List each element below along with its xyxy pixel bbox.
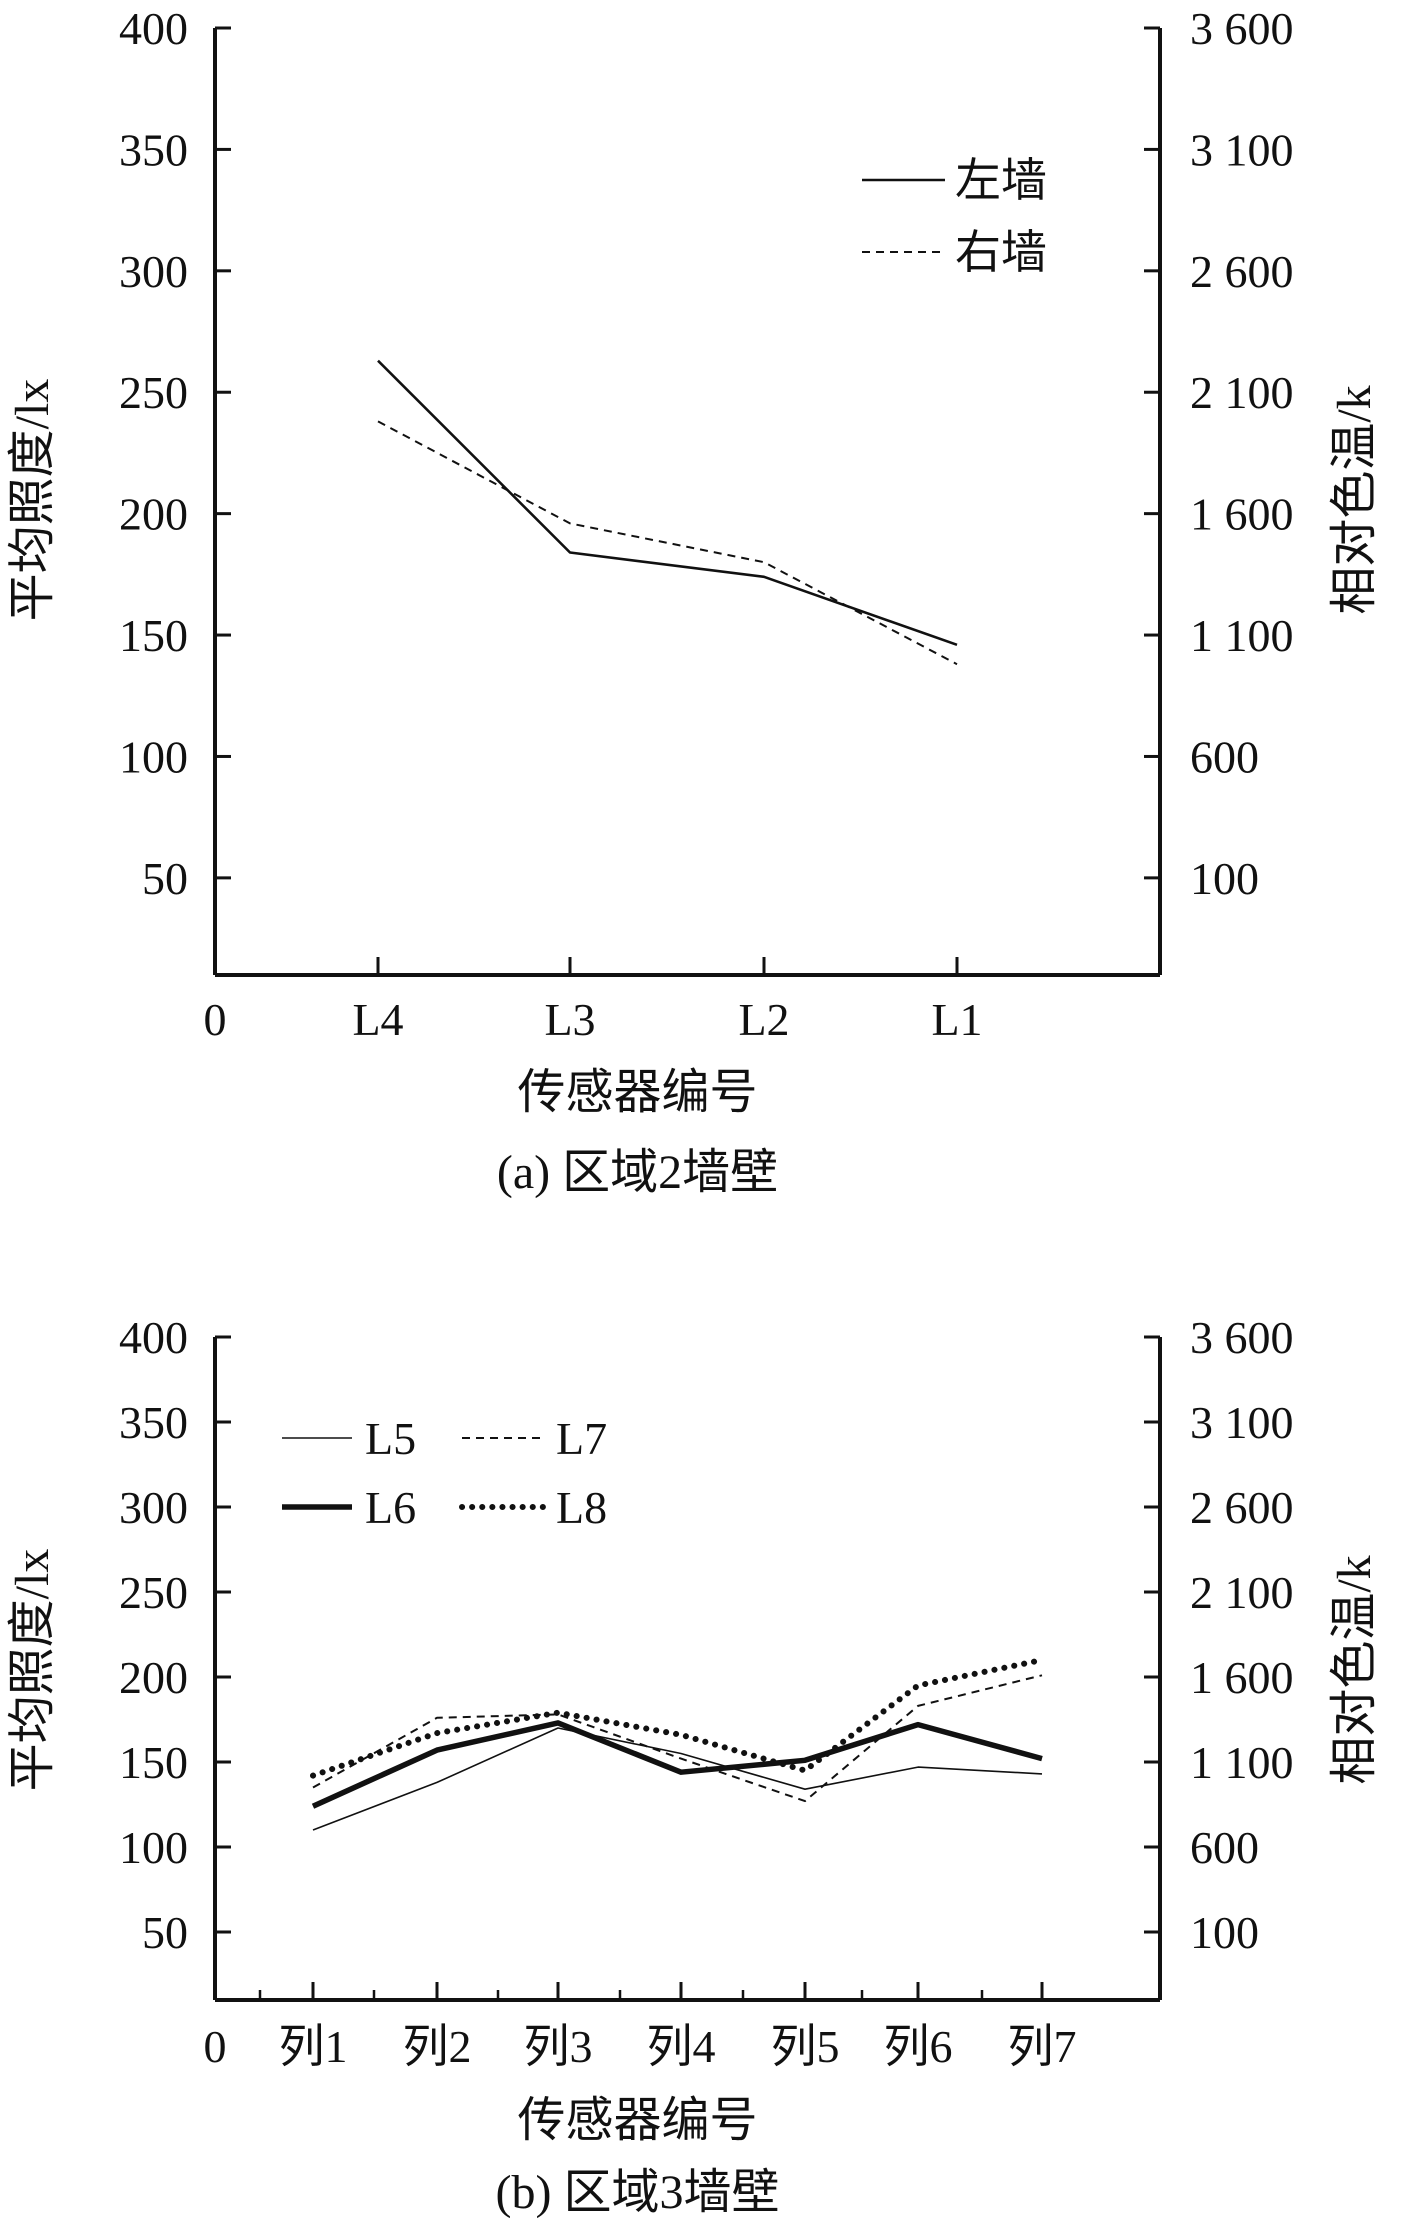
chart1-y-tick-label-400: 400 bbox=[119, 3, 188, 54]
chart2-legend-label-2: L6 bbox=[365, 1482, 416, 1533]
chart1-x-origin-label: 0 bbox=[204, 994, 227, 1045]
chart2-x-tick-label-6: 列6 bbox=[884, 2021, 953, 2072]
chart2-y-tick-label-100: 100 bbox=[119, 1822, 188, 1873]
chart1-legend-label-1: 左墙 bbox=[955, 155, 1047, 206]
chart2-series-1-line bbox=[312, 1727, 1043, 1831]
chart2-y-tick-label-250: 250 bbox=[119, 1567, 188, 1618]
chart2-y2-tick-label-4: 1 600 bbox=[1190, 1652, 1294, 1703]
chart2-x-tick-label-1: 列1 bbox=[279, 2021, 348, 2072]
chart1-x-tick-label-2: L3 bbox=[544, 994, 595, 1045]
chart2-series-4-line bbox=[310, 1657, 1045, 1779]
chart1-caption: (a) 区域2墙壁 bbox=[497, 1146, 778, 1199]
chart2-y2-tick-label-5: 2 100 bbox=[1190, 1567, 1294, 1618]
chart2-y2-tick-label-7: 3 100 bbox=[1190, 1397, 1294, 1448]
chart2-y-tick-label-50: 50 bbox=[142, 1907, 188, 1958]
chart1-x-tick-label-1: L4 bbox=[352, 994, 403, 1045]
chart2-y2-tick-label-2: 600 bbox=[1190, 1822, 1259, 1873]
chart2-y-axis-title: 平均照度/lx bbox=[6, 1549, 59, 1792]
chart1-y2-tick-label-3: 1 100 bbox=[1190, 610, 1294, 661]
chart2-y-tick-label-400: 400 bbox=[119, 1312, 188, 1363]
chart2-y-tick-label-300: 300 bbox=[119, 1482, 188, 1533]
chart1-y2-tick-label-8: 3 600 bbox=[1190, 3, 1294, 54]
chart1-y-tick-label-350: 350 bbox=[119, 124, 188, 175]
chart2-x-tick-label-5: 列5 bbox=[771, 2021, 840, 2072]
chart1-series-1-line bbox=[377, 359, 958, 647]
chart2-y2-tick-label-3: 1 100 bbox=[1190, 1737, 1294, 1788]
chart2-y-tick-label-150: 150 bbox=[119, 1737, 188, 1788]
chart1-y2-tick-label-2: 600 bbox=[1190, 731, 1259, 782]
chart2-x-tick-label-4: 列4 bbox=[647, 2021, 716, 2072]
chart1-x-tick-label-4: L1 bbox=[931, 994, 982, 1045]
chart1-y2-tick-label-4: 1 600 bbox=[1190, 489, 1294, 540]
chart1-y-axis-title: 平均照度/lx bbox=[6, 379, 59, 622]
chart1-y-tick-label-200: 200 bbox=[119, 489, 188, 540]
chart2-x-origin-label: 0 bbox=[204, 2021, 227, 2072]
chart2-series-3-line bbox=[312, 1674, 1043, 1803]
chart1-y2-tick-label-7: 3 100 bbox=[1190, 124, 1294, 175]
chart2-x-tick-label-7: 列7 bbox=[1008, 2021, 1077, 2072]
chart1-y-tick-label-300: 300 bbox=[119, 246, 188, 297]
chart2-x-tick-label-3: 列3 bbox=[524, 2021, 593, 2072]
chart2-y2-tick-label-1: 100 bbox=[1190, 1907, 1259, 1958]
chart2-x-tick-label-2: 列2 bbox=[403, 2021, 472, 2072]
chart2-y-tick-label-200: 200 bbox=[119, 1652, 188, 1703]
chart1-x-axis-title: 传感器编号 bbox=[517, 1066, 757, 1119]
chart1-series-2-line bbox=[377, 420, 958, 666]
chart2-legend-label-3: L7 bbox=[556, 1413, 607, 1464]
chart2-legend-label-1: L5 bbox=[365, 1413, 416, 1464]
chart1-y-tick-label-250: 250 bbox=[119, 367, 188, 418]
chart2-y2-tick-label-6: 2 600 bbox=[1190, 1482, 1294, 1533]
chart1-y2-tick-label-5: 2 100 bbox=[1190, 367, 1294, 418]
chart1-x-tick-label-3: L2 bbox=[738, 994, 789, 1045]
chart2-y-tick-label-350: 350 bbox=[119, 1397, 188, 1448]
chart2-legend-label-4: L8 bbox=[556, 1482, 607, 1533]
chart1-y2-axis-title: 相对色温/k bbox=[1328, 385, 1381, 614]
chart2-x-axis-title: 传感器编号 bbox=[517, 2094, 757, 2147]
chart1-y2-tick-label-1: 100 bbox=[1190, 853, 1259, 904]
chart2-caption: (b) 区域3墙壁 bbox=[496, 2166, 780, 2219]
chart1-y2-tick-label-6: 2 600 bbox=[1190, 246, 1294, 297]
chart1-y-tick-label-100: 100 bbox=[119, 731, 188, 782]
chart1-legend-label-2: 右墙 bbox=[955, 227, 1047, 278]
chart2-y2-axis-title: 相对色温/k bbox=[1328, 1555, 1381, 1784]
chart2-y2-tick-label-8: 3 600 bbox=[1190, 1312, 1294, 1363]
chart1-y-tick-label-50: 50 bbox=[142, 853, 188, 904]
chart1-y-tick-label-150: 150 bbox=[119, 610, 188, 661]
chart2-series-2-line bbox=[311, 1720, 1043, 1809]
